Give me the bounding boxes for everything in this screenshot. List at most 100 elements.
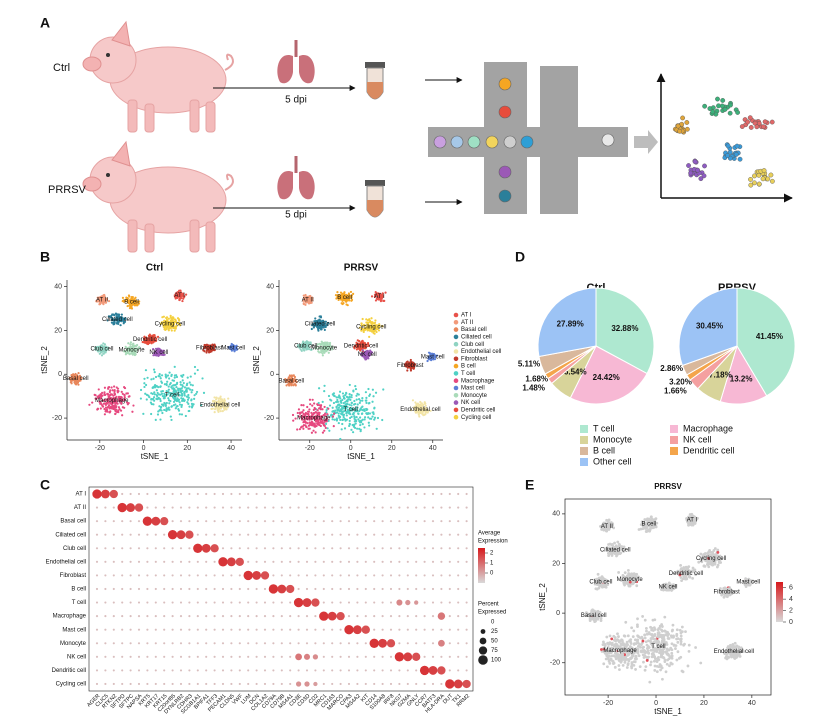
expression-dot <box>398 682 401 686</box>
expression-dot <box>280 560 283 563</box>
cell-point <box>641 527 645 531</box>
expression-dot <box>263 628 267 631</box>
row-label: Cycling cell <box>56 682 86 688</box>
timepoint-label: 5 dpi <box>285 95 307 106</box>
expression-dot <box>247 533 250 536</box>
expression-dot <box>398 533 401 536</box>
cell-point <box>339 418 342 421</box>
cell-point <box>303 349 306 352</box>
cell-point <box>103 391 106 394</box>
timepoint-label: 5 dpi <box>285 210 307 221</box>
cell-point <box>384 291 387 294</box>
cell-point <box>364 391 368 394</box>
cell-point <box>368 335 371 338</box>
expression-dot <box>440 533 443 536</box>
cell-point <box>172 400 176 403</box>
expression-dot <box>188 520 191 523</box>
cell-point <box>193 394 196 397</box>
expression-dot <box>457 615 460 618</box>
cell-point <box>129 343 132 346</box>
sketch-dot <box>677 128 683 134</box>
expression-dot <box>415 669 418 672</box>
cell-point <box>331 415 335 418</box>
expression-dot <box>112 628 115 631</box>
cell-point <box>179 289 182 292</box>
expression-dot <box>213 533 216 536</box>
expression-dot <box>373 506 376 509</box>
cell-point <box>702 564 706 568</box>
cell-points <box>68 289 238 422</box>
cell-point <box>153 391 156 394</box>
cell-point <box>175 292 179 296</box>
expression-dot <box>92 489 102 499</box>
cell-point <box>183 391 186 394</box>
expression-dot <box>121 615 124 618</box>
cell-point <box>117 314 120 318</box>
expression-dot <box>205 533 208 536</box>
expression-dot <box>331 560 334 563</box>
expression-dot <box>457 587 460 591</box>
sketch-dot <box>684 126 690 132</box>
expression-dot <box>415 682 418 686</box>
expression-dot <box>255 601 258 604</box>
cell-point <box>95 299 99 302</box>
sketch-dot <box>739 124 745 129</box>
slice-label: 2.86% <box>660 364 683 373</box>
expression-dot <box>272 560 275 563</box>
expression-dot <box>230 642 233 645</box>
expression-dot <box>255 628 258 631</box>
expression-dot <box>398 669 401 672</box>
cell-point <box>300 403 303 407</box>
size-legend-dot <box>478 655 488 665</box>
cell-point <box>371 415 374 418</box>
cell-point <box>340 409 343 412</box>
expression-dot <box>230 547 233 550</box>
cell-point <box>331 406 334 409</box>
expression-dot <box>339 492 342 496</box>
cell-point <box>367 387 370 391</box>
expression-dot <box>289 574 292 577</box>
expression-dot <box>465 642 468 645</box>
expression-dot <box>465 492 468 496</box>
cell-point <box>699 552 703 556</box>
cell-point <box>350 396 353 399</box>
expression-dot <box>188 601 191 604</box>
expression-dot <box>179 628 183 631</box>
expression-dot <box>112 574 115 577</box>
cell-point <box>310 327 313 331</box>
expression-dot <box>465 601 468 604</box>
expression-dot <box>247 601 250 604</box>
y-tick-label: 20 <box>552 560 560 567</box>
expression-dot <box>171 615 174 618</box>
cell-point <box>302 404 305 407</box>
expression-dot <box>295 681 302 687</box>
sketch-dot <box>734 143 740 149</box>
expression-dot <box>154 574 157 577</box>
expression-dot <box>247 642 250 645</box>
cell-point <box>111 313 115 316</box>
expression-dot <box>364 587 367 591</box>
expression-dot <box>465 574 468 577</box>
expression-dot <box>297 628 300 631</box>
cluster-label: Endothelial cell <box>400 407 440 413</box>
expression-dot <box>457 655 460 658</box>
expression-dot <box>95 601 99 604</box>
cell-point <box>360 406 363 409</box>
expression-dot <box>389 601 393 604</box>
sketch-dot <box>675 123 681 129</box>
row-label: Mast cell <box>62 627 86 633</box>
legend-label: Monocyte <box>593 434 632 444</box>
expression-dot <box>238 655 241 658</box>
expression-dot <box>95 642 99 645</box>
pig-illustration <box>82 21 234 133</box>
expression-dot <box>364 533 367 536</box>
expression-dot <box>423 574 426 577</box>
expression-dot <box>238 520 241 523</box>
sketch-dot <box>710 109 716 115</box>
cell-point <box>122 300 126 303</box>
sketch-dot <box>722 106 728 112</box>
cell-point <box>644 530 648 533</box>
expression-dot <box>405 599 411 606</box>
expression-dot <box>347 547 351 550</box>
legend-swatch <box>453 341 459 347</box>
